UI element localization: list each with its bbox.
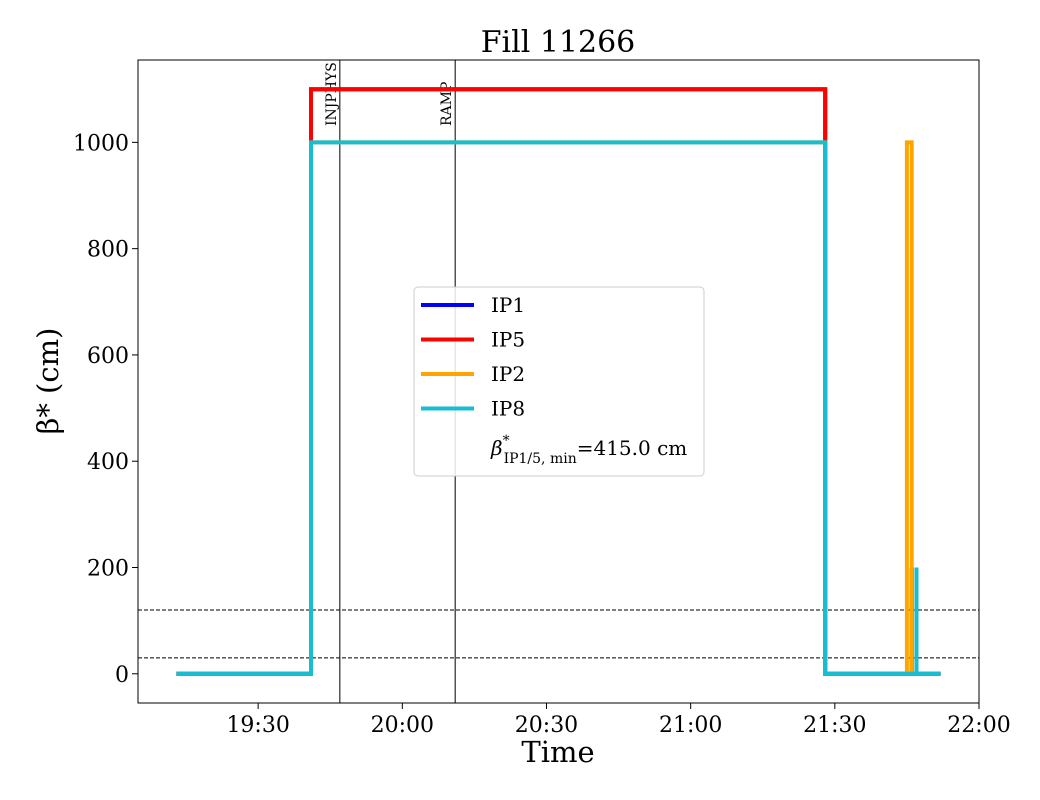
- chart-title: Fill 11266: [481, 25, 636, 60]
- y-tick-label: 1000: [73, 131, 129, 156]
- y-tick-label: 0: [115, 663, 129, 688]
- y-tick-label: 600: [87, 344, 129, 369]
- y-tick-label: 200: [87, 556, 129, 581]
- legend-beta-symbol: β: [490, 436, 503, 460]
- legend-beta-superscript: *: [503, 433, 510, 449]
- x-axis-label: Time: [521, 735, 594, 769]
- legend-box: [413, 286, 705, 477]
- x-tick-label: 20:00: [371, 713, 434, 738]
- legend-label-ip8: IP8: [491, 397, 525, 421]
- y-axis-ticks: 0 200 400 600 800 1000: [73, 131, 138, 688]
- y-tick-label: 400: [87, 450, 129, 475]
- legend-beta-subscript: IP1/5, min: [504, 451, 577, 467]
- x-axis-ticks: 19:30 20:00 20:30 21:00 21:30 22:00: [226, 703, 1011, 738]
- y-axis-label: β* (cm): [31, 328, 65, 435]
- legend-beta-value: =415.0 cm: [577, 436, 688, 460]
- x-tick-label: 22:00: [947, 713, 1010, 738]
- series-line-ip8: [176, 140, 941, 676]
- x-tick-label: 21:00: [659, 713, 722, 738]
- event-label-injphys: INJPHYS: [324, 62, 340, 126]
- x-tick-label: 19:30: [226, 713, 289, 738]
- legend-label-ip2: IP2: [491, 362, 525, 386]
- plot-area: INJPHYS RAMP: [137, 59, 980, 704]
- x-tick-label: 20:30: [515, 713, 578, 738]
- plot-frame: [137, 59, 980, 704]
- event-label-ramp: RAMP: [439, 82, 455, 126]
- legend: IP1 IP5 IP2 IP8 β* IP1/5, min=415.0 cm: [413, 286, 705, 477]
- y-tick-label: 800: [87, 238, 129, 263]
- legend-label-ip1: IP1: [491, 293, 525, 317]
- legend-label-ip5: IP5: [491, 328, 525, 352]
- legend-label-beta-min: β* IP1/5, min=415.0 cm: [490, 433, 687, 467]
- x-tick-label: 21:30: [803, 713, 866, 738]
